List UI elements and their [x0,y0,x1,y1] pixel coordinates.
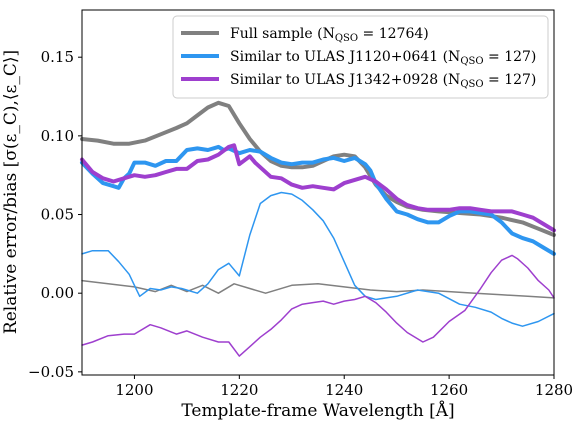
series-line-3 [80,143,556,233]
x-axis-label: Template-frame Wavelength [Å] [181,400,454,421]
x-tick-label: 1240 [325,381,363,399]
legend-entry-label: Similar to ULAS J1342+0928 (NQSO = 127) [230,72,536,90]
legend-entry-label: Similar to ULAS J1120+0641 (NQSO = 127) [230,49,536,67]
y-axis-label: Relative error/bias [σ(ε_C),⟨ε_C⟩] [1,50,21,334]
legend-text-subscript: QSO [335,33,358,44]
legend-box [172,15,549,99]
legend-text-main: Full sample (N [230,26,335,42]
series-line-4 [81,279,555,299]
x-tick-label: 1280 [535,381,573,399]
legend-text-main: Similar to ULAS J1342+0928 (N [230,72,460,88]
legend-text-count: = 127) [484,49,537,65]
x-tick-label: 1220 [220,381,258,399]
y-tick-label: 0.00 [41,284,74,302]
y-tick-label: −0.05 [28,363,74,381]
y-tick-label: 0.10 [41,127,74,145]
x-tick-label: 1260 [430,381,468,399]
legend-text-subscript: QSO [460,79,483,90]
series-line-2 [80,144,556,256]
series-line-6 [81,254,555,357]
x-tick-label: 1200 [115,381,153,399]
legend: Full sample (NQSO = 12764)Similar to ULA… [172,15,549,99]
legend-text-main: Similar to ULAS J1120+0641 (N [230,49,460,65]
legend-text-count: = 127) [484,72,537,88]
legend-text-subscript: QSO [460,56,483,67]
y-tick-label: 0.15 [41,48,74,66]
series-line-5 [81,191,555,327]
series-layer [80,100,556,357]
legend-entry-label: Full sample (NQSO = 12764) [230,26,429,44]
legend-entries: Full sample (NQSO = 12764)Similar to ULA… [181,26,536,90]
ticks-layer: 1200 1220 1240 1260 1280 −0.05 0.00 0.05 0.10 0.1… [28,48,573,399]
plot-frame [81,9,555,376]
y-tick-label: 0.05 [41,206,74,224]
legend-text-count: = 12764) [358,26,429,42]
